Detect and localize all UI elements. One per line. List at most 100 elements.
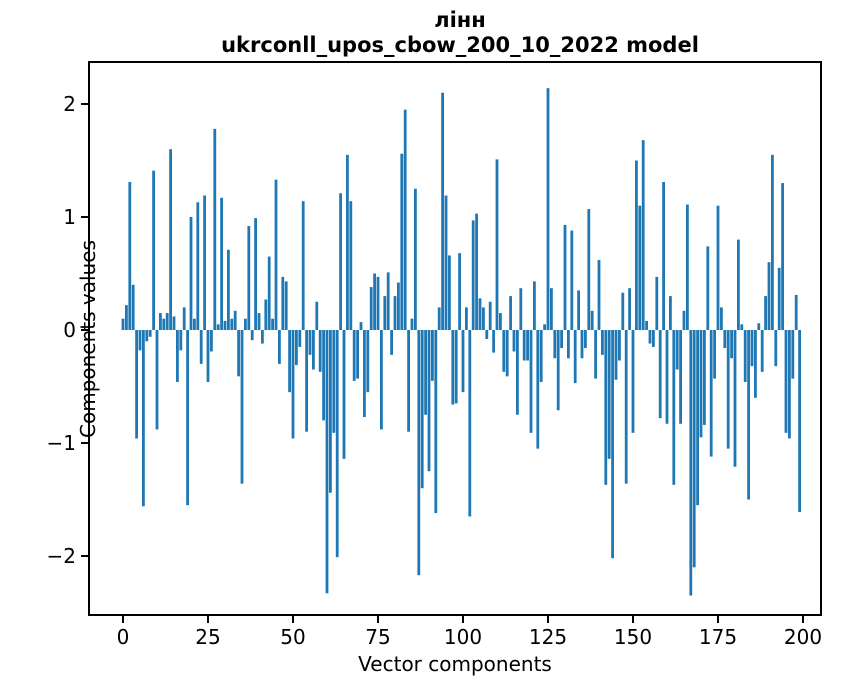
bar <box>400 153 404 330</box>
bar <box>373 273 376 330</box>
bar <box>414 188 417 330</box>
bar <box>563 224 567 330</box>
bar <box>159 313 162 330</box>
bar <box>485 330 489 340</box>
bar <box>682 310 686 330</box>
bar <box>536 330 540 449</box>
bar <box>730 330 733 359</box>
bar <box>390 330 393 355</box>
bar <box>777 267 781 330</box>
bar <box>645 320 648 330</box>
bar <box>165 313 169 330</box>
bar <box>471 220 475 330</box>
bar <box>737 239 740 330</box>
bar <box>148 330 152 337</box>
bar <box>186 330 189 506</box>
bar <box>760 330 764 372</box>
bar <box>403 109 407 331</box>
x-tick-label: 150 <box>613 625 653 649</box>
x-tick-label: 125 <box>528 625 568 649</box>
bar <box>298 330 302 347</box>
bar <box>764 296 767 330</box>
bar <box>580 330 584 359</box>
y-axis-label: Components values <box>76 240 100 438</box>
x-tick-label: 75 <box>365 625 391 649</box>
bar <box>135 330 138 439</box>
bar <box>182 307 186 330</box>
bar <box>454 330 458 404</box>
bar <box>784 330 788 433</box>
bar <box>386 272 390 330</box>
bar <box>366 330 370 393</box>
bar <box>611 330 614 559</box>
bar <box>322 330 325 421</box>
bar <box>652 330 655 347</box>
y-tick-label: 2 <box>63 92 76 116</box>
bar <box>740 324 744 330</box>
bar <box>624 330 628 484</box>
bar <box>774 330 778 367</box>
bar <box>138 330 142 351</box>
bar <box>747 330 750 500</box>
bar <box>223 320 227 330</box>
bar <box>257 313 261 330</box>
bar <box>689 330 693 596</box>
bar <box>601 330 604 355</box>
bar <box>543 324 546 330</box>
y-tick-label: 0 <box>63 318 76 342</box>
bar <box>465 307 468 330</box>
bar <box>196 202 200 330</box>
x-axis-label: Vector components <box>358 652 552 676</box>
bar <box>271 318 274 330</box>
bar <box>451 330 455 405</box>
bar <box>614 330 618 380</box>
bar <box>482 307 485 330</box>
bar <box>291 330 295 439</box>
x-tick-label: 25 <box>195 625 221 649</box>
bar <box>733 330 737 467</box>
bar <box>754 330 757 398</box>
bar <box>162 318 166 330</box>
bar <box>658 330 662 419</box>
bar <box>448 255 451 330</box>
bar <box>210 330 213 352</box>
bar <box>288 330 291 393</box>
x-tick-label: 200 <box>783 625 823 649</box>
bar <box>618 330 621 361</box>
bar <box>397 282 400 330</box>
bar <box>675 330 679 370</box>
bar <box>315 301 319 330</box>
bar <box>641 140 645 330</box>
bar <box>216 324 220 330</box>
bar <box>383 296 387 330</box>
bar <box>352 330 356 381</box>
bar <box>305 330 308 432</box>
bar <box>254 218 257 330</box>
bar <box>335 330 339 558</box>
bar <box>152 170 155 330</box>
bar <box>631 330 635 433</box>
bar <box>665 330 669 424</box>
bar <box>424 330 427 415</box>
bar <box>743 330 747 382</box>
bar <box>461 330 465 393</box>
bar <box>590 310 594 330</box>
bar <box>560 330 563 349</box>
bar <box>318 330 322 372</box>
y-tick-label: −2 <box>46 544 76 568</box>
bar <box>206 330 210 382</box>
bar <box>342 330 346 459</box>
bar <box>199 330 203 364</box>
bar <box>427 330 431 472</box>
bar <box>488 301 492 330</box>
bar <box>475 213 478 330</box>
bar <box>621 292 625 330</box>
chart-title-model: ukrconll_upos_cbow_200_10_2022 model <box>221 33 699 57</box>
bar <box>325 330 329 594</box>
bar <box>189 217 193 330</box>
bar <box>509 296 512 330</box>
bar <box>230 318 234 330</box>
bar <box>437 307 441 330</box>
plot-border <box>88 61 822 616</box>
bar <box>407 330 410 432</box>
